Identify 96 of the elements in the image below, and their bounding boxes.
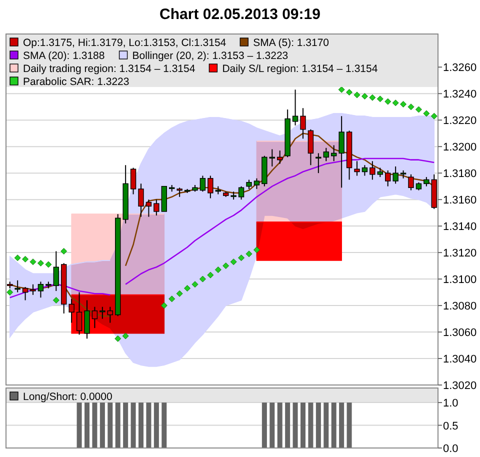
candlestick [84, 300, 90, 340]
legend-label: Daily trading region: 1.3154 – 1.3154 [23, 63, 196, 75]
point [192, 281, 198, 288]
point [346, 89, 353, 96]
y-tick-label: 1.3160 [443, 194, 477, 207]
candlestick [354, 160, 360, 176]
point [60, 248, 68, 254]
point [122, 332, 129, 340]
point [199, 276, 206, 282]
candlestick [100, 306, 106, 320]
y-tick-label: 1.3200 [443, 142, 477, 154]
candlestick [308, 128, 314, 166]
candlestick [424, 176, 430, 187]
candlestick [138, 183, 144, 218]
candlestick [338, 116, 344, 188]
point [22, 256, 29, 262]
legend-label: Daily S/L region: 1.3154 – 1.3154 [222, 63, 378, 75]
candlestick [246, 179, 252, 190]
y-tick-label: 0.5 [443, 420, 458, 432]
point [253, 246, 260, 254]
candlestick [154, 199, 160, 216]
candlestick [316, 152, 322, 174]
candlestick [362, 164, 368, 176]
candlestick [323, 147, 329, 162]
y-tick-label: 1.3040 [443, 354, 477, 366]
chart-title: Chart 02.05.2013 09:19 [160, 6, 320, 23]
candlestick [68, 298, 74, 324]
candlestick [38, 281, 44, 298]
point [184, 285, 191, 292]
point [14, 254, 21, 262]
candlestick [146, 199, 152, 218]
legend-label: Parabolic SAR: 1.3223 [23, 76, 130, 88]
y-tick-label: 1.3020 [443, 380, 477, 392]
point [230, 258, 237, 266]
y-tick-label: 1.3140 [443, 221, 477, 234]
legend-label: Long/Short: 0.0000 [23, 391, 112, 403]
legend-label: Bollinger (20, 2): 1.3153 – 1.3223 [132, 50, 288, 62]
point [354, 92, 360, 98]
point [369, 94, 376, 101]
point [176, 290, 183, 297]
candlestick [300, 108, 306, 140]
point [168, 296, 176, 302]
candlestick [292, 89, 298, 126]
y-tick-label: 1.3080 [443, 300, 477, 313]
y-tick-label: 1.3260 [443, 62, 477, 74]
point [384, 98, 392, 105]
candlestick [130, 167, 136, 195]
point [52, 296, 60, 304]
y-tick-label: 1.3100 [443, 274, 477, 286]
point [415, 106, 422, 113]
point [6, 289, 14, 296]
point [361, 93, 368, 100]
candlestick [370, 160, 376, 180]
legend-label: SMA (20): 1.3188 [23, 50, 105, 62]
point [207, 272, 214, 278]
candlestick [14, 280, 20, 293]
y-tick-label: 1.0 [443, 398, 458, 410]
legend-label: SMA (5): 1.3170 [253, 37, 330, 49]
legend-label: Op:1.3175, Hi:1.3179, Lo:1.3153, Cl:1.3154 [23, 37, 226, 49]
y-tick-label: 1.3240 [443, 88, 477, 101]
point [114, 335, 122, 342]
candlestick [22, 286, 28, 301]
point [160, 302, 168, 309]
candlestick [254, 178, 260, 190]
candlestick [392, 166, 398, 184]
y-tick-label: 1.3220 [443, 115, 477, 128]
candlestick [208, 175, 214, 199]
candlestick [176, 187, 182, 198]
point [238, 254, 245, 262]
point [430, 112, 438, 120]
point [222, 262, 230, 270]
point [37, 260, 44, 266]
candlestick [200, 175, 206, 192]
candlestick [53, 250, 59, 292]
candlestick [76, 292, 82, 336]
y-tick-label: 1.3180 [443, 168, 477, 180]
y-tick-label: 1.3120 [443, 248, 477, 260]
point [376, 96, 384, 102]
point [30, 258, 36, 266]
candlestick [92, 306, 98, 329]
point [423, 110, 430, 117]
point [408, 104, 414, 110]
point [400, 100, 407, 108]
candlestick [30, 284, 36, 296]
y-tick-label: 1.3060 [443, 327, 477, 340]
candlestick [408, 174, 414, 191]
point [246, 250, 252, 258]
candlestick [385, 170, 391, 187]
candlestick [238, 186, 244, 200]
point [392, 100, 399, 106]
candlestick [377, 167, 383, 178]
point [45, 261, 52, 268]
point [338, 86, 345, 93]
point [214, 266, 222, 274]
y-tick-label: 0.0 [443, 443, 458, 455]
candlestick [107, 306, 113, 324]
